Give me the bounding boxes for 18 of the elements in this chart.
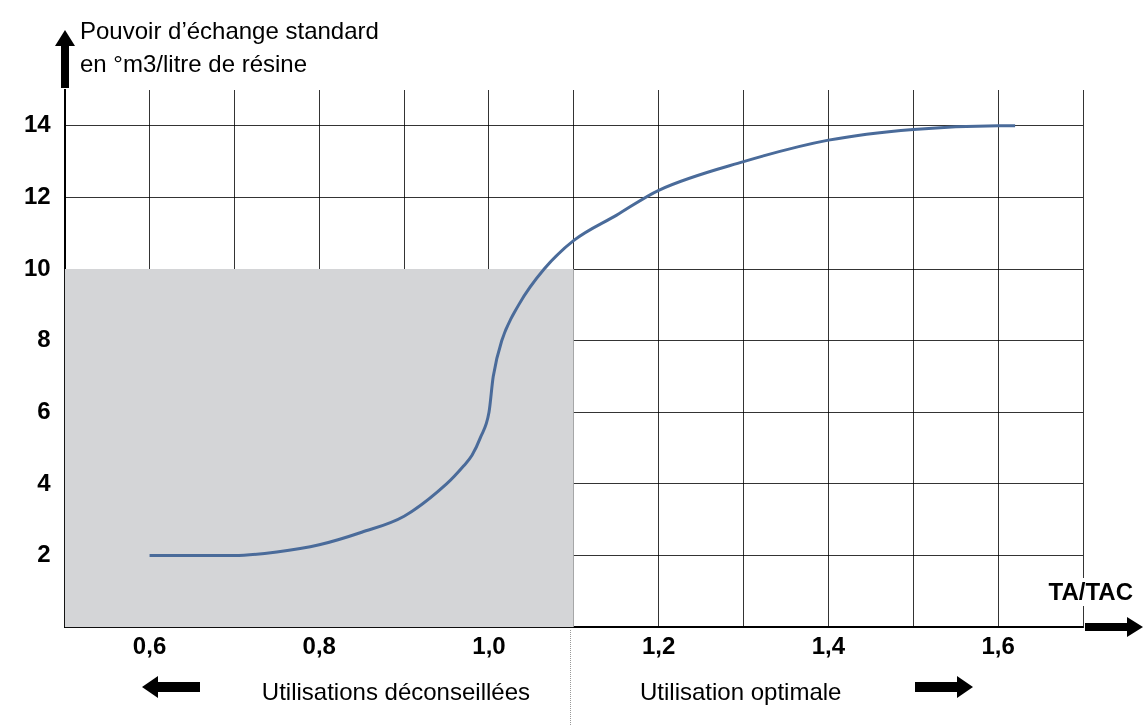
y-tick-label: 14 [23, 110, 52, 138]
x-tick-label: 1,4 [811, 632, 846, 660]
x-tick-label: 1,6 [981, 632, 1015, 660]
y-tick-label: 6 [37, 396, 51, 424]
y-tick-label: 2 [37, 540, 51, 568]
y-tick-label: 10 [23, 253, 51, 281]
y-tick-label: 4 [37, 468, 52, 496]
y-axis-title: Pouvoir d’échange standard en °m3/litre de résine [80, 16, 379, 79]
line-series [148, 124, 1017, 558]
text: Utilisations déconseillées [261, 678, 530, 706]
x-tick-label: 1,0 [472, 632, 506, 660]
y-tick-label: 8 [37, 325, 51, 353]
x-axis-title: TA/TAC [1046, 578, 1135, 606]
text: Utilisation optimale [640, 678, 842, 706]
y-tick-label: 12 [23, 182, 51, 210]
x-tick-label: 0,6 [132, 632, 167, 660]
x-tick-label: 0,8 [302, 632, 336, 660]
x-tick-label: 1,2 [642, 632, 676, 660]
